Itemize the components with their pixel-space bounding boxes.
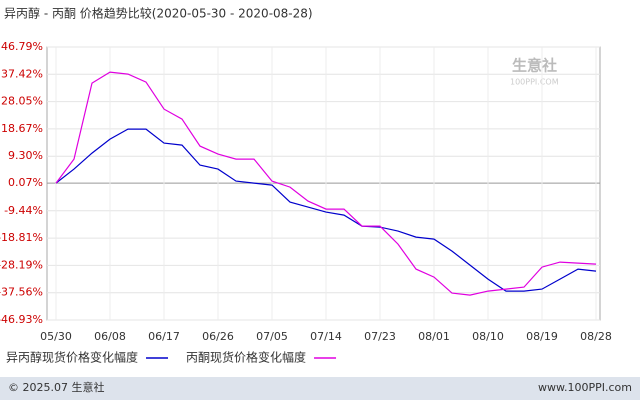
y-tick-label: -46.93% — [0, 313, 43, 326]
x-tick-label: 07/05 — [256, 330, 288, 343]
y-tick-label: -28.19% — [0, 258, 43, 271]
y-tick-label: -9.44% — [4, 204, 43, 217]
y-tick-label: 18.67% — [1, 122, 43, 135]
x-tick-label: 08/01 — [418, 330, 450, 343]
legend-label: 丙酮现货价格变化幅度 — [186, 350, 306, 365]
y-tick-label: -37.56% — [0, 286, 43, 299]
watermark-brand: 生意社 — [512, 57, 557, 75]
x-tick-label: 07/23 — [364, 330, 396, 343]
x-tick-label: 07/14 — [310, 330, 342, 343]
x-tick-label: 08/10 — [472, 330, 504, 343]
x-tick-label: 06/17 — [148, 330, 180, 343]
x-tick-label: 06/08 — [94, 330, 126, 343]
series-line — [55, 128, 597, 292]
x-tick-label: 08/19 — [526, 330, 558, 343]
watermark-site: 100PPI.COM — [510, 78, 559, 87]
series-line — [55, 71, 597, 296]
footer-right: www.100PPI.com — [538, 381, 632, 394]
x-tick-label: 05/30 — [40, 330, 72, 343]
y-tick-label: 9.30% — [8, 149, 43, 162]
y-tick-label: 37.42% — [1, 67, 43, 80]
footer-bar — [0, 377, 640, 400]
x-tick-label: 08/28 — [580, 330, 612, 343]
y-tick-label: 46.79% — [1, 40, 43, 53]
y-tick-label: 0.07% — [8, 176, 43, 189]
footer-left: © 2025.07 生意社 — [8, 380, 104, 394]
y-tick-label: 28.05% — [1, 95, 43, 108]
y-tick-label: -18.81% — [0, 231, 43, 244]
x-tick-label: 06/26 — [202, 330, 234, 343]
chart-title: 异丙醇 - 丙酮 价格趋势比较(2020-05-30 - 2020-08-28) — [4, 6, 313, 21]
legend-label: 异丙醇现货价格变化幅度 — [6, 350, 138, 365]
